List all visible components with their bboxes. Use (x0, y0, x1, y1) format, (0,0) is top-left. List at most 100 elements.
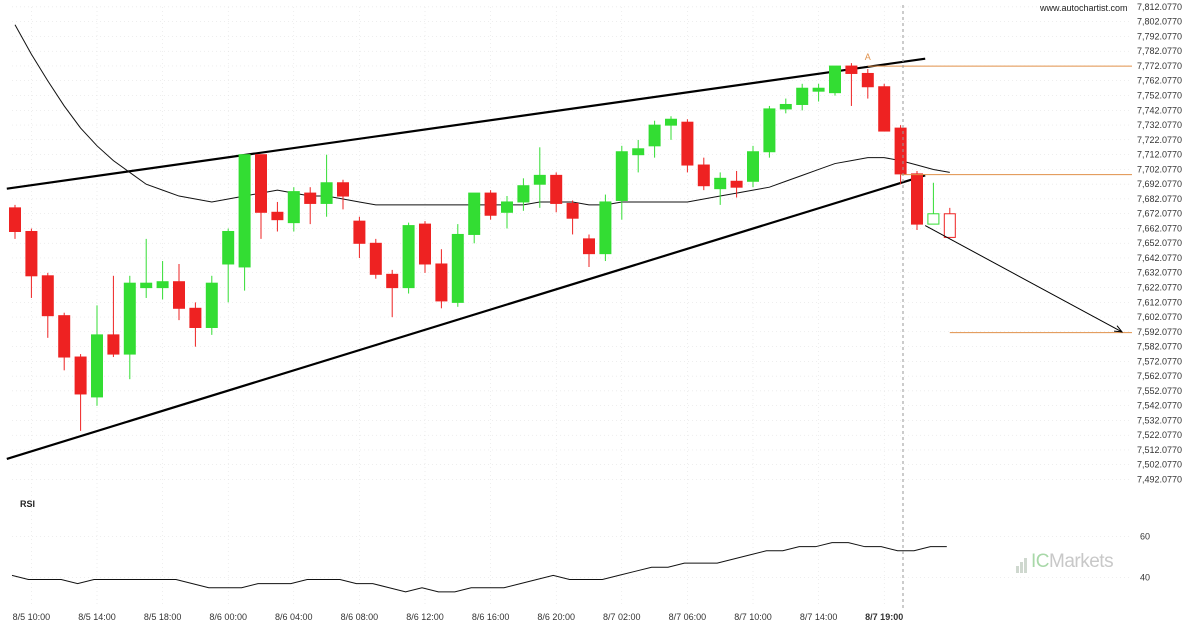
candle (714, 172, 727, 205)
candle (107, 275, 120, 358)
candle-body (681, 121, 694, 166)
candle (927, 182, 940, 225)
candle (829, 65, 841, 96)
y-tick-label: 7,802.0770 (1137, 17, 1182, 27)
x-tick-label: 8/5 10:00 (13, 612, 51, 622)
candle (337, 179, 349, 210)
candle-body (730, 180, 743, 188)
y-tick-label: 7,592.0770 (1137, 327, 1182, 337)
x-tick-label: 8/6 04:00 (275, 612, 313, 622)
y-tick-label: 7,622.0770 (1137, 283, 1182, 293)
x-tick-label: 8/5 14:00 (78, 612, 116, 622)
channel-upper-line (6, 57, 926, 190)
candle (91, 305, 103, 406)
candle-body (763, 108, 776, 153)
price-axis: 7,812.0770 7,802.0770 7,792.0770 7,782.0770… (1137, 2, 1182, 485)
candle (402, 222, 415, 294)
candle (287, 187, 300, 232)
candle-body (747, 151, 759, 182)
candle (533, 147, 546, 208)
candle-body (796, 87, 809, 105)
y-tick-label: 7,582.0770 (1137, 342, 1182, 352)
x-tick-label: 8/5 18:00 (144, 612, 182, 622)
rsi-grid (12, 536, 1132, 578)
candle (943, 207, 956, 238)
price-levels: A (865, 52, 1132, 334)
candle (583, 234, 595, 267)
candle-body (402, 225, 415, 289)
candle-body (337, 182, 349, 197)
candle (484, 190, 497, 220)
candle-body (435, 263, 448, 302)
candle-body (632, 148, 645, 156)
candle (861, 69, 874, 99)
candle (41, 272, 54, 338)
candle-body (205, 282, 218, 328)
candle-body (58, 315, 71, 358)
candle (468, 192, 481, 244)
candle-body (173, 281, 185, 309)
candle (140, 238, 153, 298)
y-tick-label: 7,602.0770 (1137, 312, 1182, 322)
candle-body (829, 65, 841, 94)
moving-average (14, 24, 950, 206)
candle (878, 83, 891, 132)
forecast-arrow-head (1113, 325, 1124, 333)
y-tick-label: 7,642.0770 (1137, 253, 1182, 263)
candle (501, 196, 513, 229)
candle-body (468, 192, 481, 235)
x-tick-label: 8/6 08:00 (341, 612, 379, 622)
candle (894, 125, 907, 185)
candle (550, 172, 563, 213)
candle (9, 204, 21, 239)
candle (451, 224, 464, 307)
y-tick-label: 7,572.0770 (1137, 356, 1182, 366)
candle (25, 228, 38, 298)
candle-body (665, 118, 677, 126)
x-tick-label: 8/7 14:00 (800, 612, 838, 622)
candle (517, 178, 530, 211)
candle-body (189, 307, 202, 328)
candle-body (779, 103, 792, 110)
y-tick-label: 7,682.0770 (1137, 194, 1182, 204)
forecast-arrow-line (924, 225, 1123, 333)
candle (681, 119, 694, 173)
y-tick-label: 7,612.0770 (1137, 297, 1182, 307)
x-tick-label: 8/7 10:00 (734, 612, 772, 622)
candle-body (714, 177, 727, 190)
y-tick-label: 7,652.0770 (1137, 238, 1182, 248)
candle (222, 228, 235, 303)
candle (304, 187, 317, 225)
rsi-line (11, 542, 947, 593)
y-tick-label: 7,522.0770 (1137, 430, 1182, 440)
watermark: www.autochartist.com (1040, 3, 1128, 13)
candle (369, 238, 382, 279)
forecast-arrow (924, 225, 1124, 333)
brand-bars-icon (1016, 551, 1028, 573)
y-tick-label: 7,732.0770 (1137, 120, 1182, 130)
candle-body (697, 164, 710, 187)
brand-markets: Markets (1049, 551, 1114, 573)
candle (911, 170, 923, 231)
candle-body (156, 281, 169, 289)
y-tick-label: 7,552.0770 (1137, 386, 1182, 396)
candle-body (419, 223, 431, 265)
candle-body (91, 334, 103, 398)
candle-body (287, 191, 300, 224)
candle-body (271, 211, 284, 221)
candle-body (599, 201, 612, 255)
y-tick-label: 7,812.0770 (1137, 2, 1182, 12)
candle-body (123, 282, 136, 355)
candle (566, 200, 579, 235)
candle-body (566, 202, 579, 219)
candle (353, 216, 366, 259)
y-tick-label: 7,672.0770 (1137, 209, 1182, 219)
candle (74, 354, 87, 431)
candle (320, 154, 333, 217)
candle-body (238, 154, 251, 268)
time-axis: 8/5 10:00 8/5 14:00 8/5 18:00 8/6 00:00 8/6 … (13, 612, 904, 622)
candle-body (9, 207, 21, 232)
y-tick-label: 7,762.0770 (1137, 76, 1182, 86)
candle (435, 249, 448, 309)
